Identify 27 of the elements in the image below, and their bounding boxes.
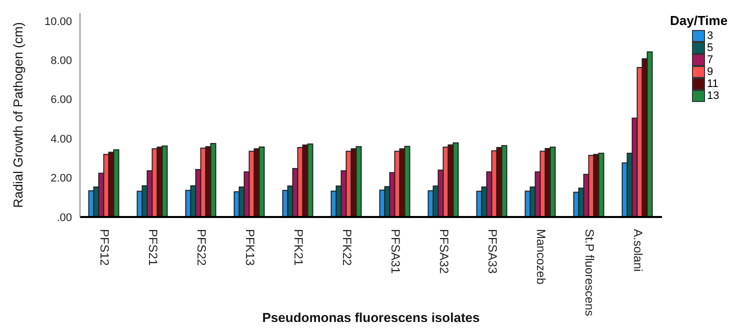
x-tick-label: PFSA32: [436, 229, 451, 274]
legend-label: 13: [706, 90, 720, 102]
y-tick-label: 6.00: [50, 94, 72, 106]
y-tick-label: 8.00: [50, 54, 72, 67]
x-tick-label: PFS22: [194, 229, 208, 266]
legend-label: 7: [706, 54, 714, 66]
x-tick-label: PFS21: [146, 229, 160, 266]
x-tick-label: St.P fluorescens: [582, 229, 596, 316]
x-tick-label: Mancozeb: [534, 229, 548, 285]
y-axis-title: Radial Growth of Pathogen (cm): [10, 22, 26, 208]
x-tick-label: PFK22: [340, 229, 354, 266]
x-tick-label: PFS12: [97, 229, 112, 266]
y-tick-label: 10.00: [44, 16, 72, 28]
y-tick-label: .00: [56, 212, 72, 224]
x-tick-label: A.solani: [630, 229, 645, 272]
x-tick-label: PFSA33: [485, 229, 500, 274]
legend-label: 3: [706, 30, 714, 42]
x-tick-label: PFSA31: [388, 229, 402, 274]
y-tick-label: 4.00: [50, 133, 72, 146]
legend-label: 5: [706, 42, 714, 54]
x-axis-title: Pseudomonas fluorescens isolates: [262, 310, 480, 325]
x-tick-label: PFK21: [291, 229, 306, 266]
x-tick-label: PFK13: [242, 229, 257, 266]
y-tick-label: 2.00: [50, 172, 72, 185]
legend-label: 9: [706, 66, 714, 78]
legend-label: 11: [706, 78, 720, 90]
legend-title: Day/Time: [670, 13, 729, 28]
